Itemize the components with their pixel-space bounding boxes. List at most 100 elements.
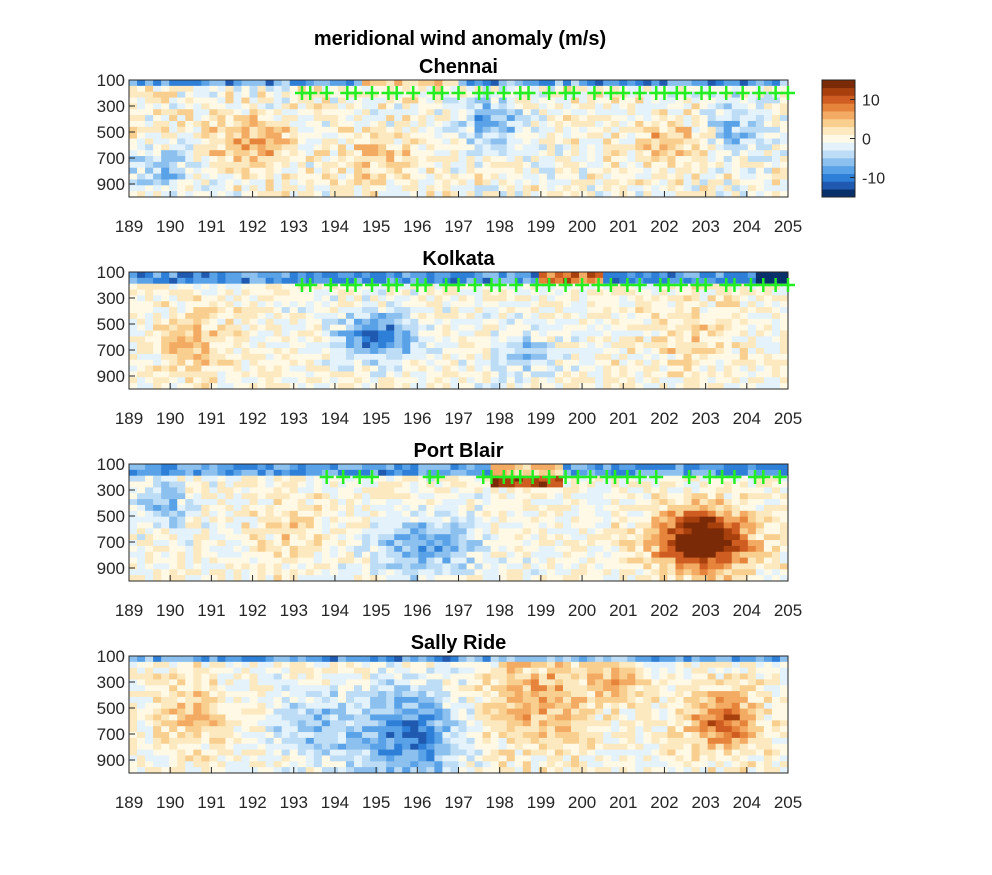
heatmap-cell <box>185 185 194 192</box>
heatmap-cell <box>562 534 572 541</box>
heatmap-cell <box>667 318 676 326</box>
heatmap-cell <box>611 383 620 390</box>
heatmap-cell <box>490 272 500 279</box>
x-tick-label: 203 <box>691 409 719 428</box>
heatmap-cell <box>249 359 258 366</box>
heatmap-cell <box>506 557 516 564</box>
heatmap-cell <box>755 150 765 157</box>
heatmap-cell <box>571 545 580 553</box>
heatmap-cell <box>627 301 636 308</box>
heatmap-cell <box>498 191 508 198</box>
heatmap-cell <box>418 120 427 128</box>
heatmap-cell <box>450 540 459 547</box>
heatmap-cell <box>715 499 725 506</box>
heatmap-cell <box>595 516 604 523</box>
heatmap-cell <box>450 97 459 104</box>
heatmap-cell <box>779 348 789 355</box>
heatmap-cell <box>771 516 781 523</box>
heatmap-cell <box>450 377 459 384</box>
heatmap-cell <box>546 144 556 151</box>
heatmap-cell <box>538 126 548 134</box>
heatmap-cell <box>217 528 226 535</box>
heatmap-cell <box>763 324 773 331</box>
heatmap-cell <box>482 342 492 349</box>
heatmap-cell <box>137 336 146 343</box>
heatmap-cell <box>490 365 500 372</box>
heatmap-cell <box>434 103 443 110</box>
heatmap-cell <box>595 563 604 570</box>
heatmap-cell <box>474 80 484 87</box>
heatmap-cell <box>177 342 186 349</box>
heatmap-cell <box>161 120 170 128</box>
heatmap-cell <box>587 91 596 98</box>
heatmap-cell <box>506 540 516 547</box>
heatmap-cell <box>313 569 323 576</box>
heatmap-cell <box>209 510 218 518</box>
heatmap-cell <box>707 132 717 139</box>
heatmap-cell <box>281 103 291 110</box>
heatmap-cell <box>265 371 275 378</box>
heatmap-cell <box>370 516 379 523</box>
heatmap-cell <box>490 563 500 570</box>
heatmap-cell <box>137 371 146 378</box>
heatmap-cell <box>530 167 540 174</box>
heatmap-cell <box>169 85 178 93</box>
heatmap-cell <box>739 481 749 488</box>
heatmap-cell <box>233 493 242 500</box>
heatmap-cell <box>161 289 170 296</box>
heatmap-cell <box>145 109 154 116</box>
heatmap-cell <box>619 150 628 157</box>
heatmap-cell <box>354 504 363 512</box>
heatmap-cell <box>554 97 564 104</box>
heatmap-cell <box>265 185 275 192</box>
heatmap-cell <box>434 563 443 570</box>
heatmap-cell <box>603 277 612 285</box>
heatmap-cell <box>691 173 700 180</box>
heatmap-cell <box>554 115 564 122</box>
heatmap-cell <box>530 469 540 477</box>
heatmap-cell <box>707 336 717 343</box>
heatmap-cell <box>241 371 250 378</box>
heatmap-cell <box>281 109 291 116</box>
heatmap-cell <box>313 161 323 169</box>
heatmap-cell <box>273 481 283 488</box>
heatmap-cell <box>145 167 154 174</box>
heatmap-cell <box>410 557 419 564</box>
heatmap-cell <box>691 342 700 349</box>
heatmap-cell <box>530 510 540 518</box>
heatmap-cell <box>482 551 492 558</box>
heatmap-cell <box>538 289 548 296</box>
heatmap-cell <box>386 103 395 110</box>
heatmap-cell <box>442 173 451 180</box>
heatmap-cell <box>426 150 435 157</box>
heatmap-cell <box>595 365 604 372</box>
heatmap-cell <box>233 132 242 139</box>
heatmap-cell <box>257 353 267 361</box>
heatmap-cell <box>514 289 524 296</box>
heatmap-cell <box>514 569 524 576</box>
heatmap-cell <box>337 138 347 145</box>
heatmap-cell <box>611 150 620 157</box>
heatmap-cell <box>530 557 540 564</box>
heatmap-cell <box>153 551 162 558</box>
heatmap-cell <box>281 499 291 506</box>
heatmap-cell <box>410 464 419 471</box>
heatmap-cell <box>193 318 202 326</box>
heatmap-cell <box>201 499 210 506</box>
heatmap-cell <box>386 499 395 506</box>
heatmap-cell <box>763 126 773 134</box>
heatmap-cell <box>771 318 781 326</box>
heatmap-cell <box>723 103 733 110</box>
heatmap-cell <box>233 277 242 285</box>
heatmap-cell <box>233 138 242 145</box>
heatmap-cell <box>161 144 170 151</box>
heatmap-cell <box>313 156 323 163</box>
heatmap-cell <box>546 318 556 326</box>
heatmap-cell <box>562 150 572 157</box>
heatmap-cell <box>378 365 387 372</box>
heatmap-cell <box>506 324 516 331</box>
heatmap-cell <box>297 173 307 180</box>
heatmap-cell <box>273 545 283 553</box>
heatmap-cell <box>201 295 210 302</box>
heatmap-cell <box>683 563 692 570</box>
